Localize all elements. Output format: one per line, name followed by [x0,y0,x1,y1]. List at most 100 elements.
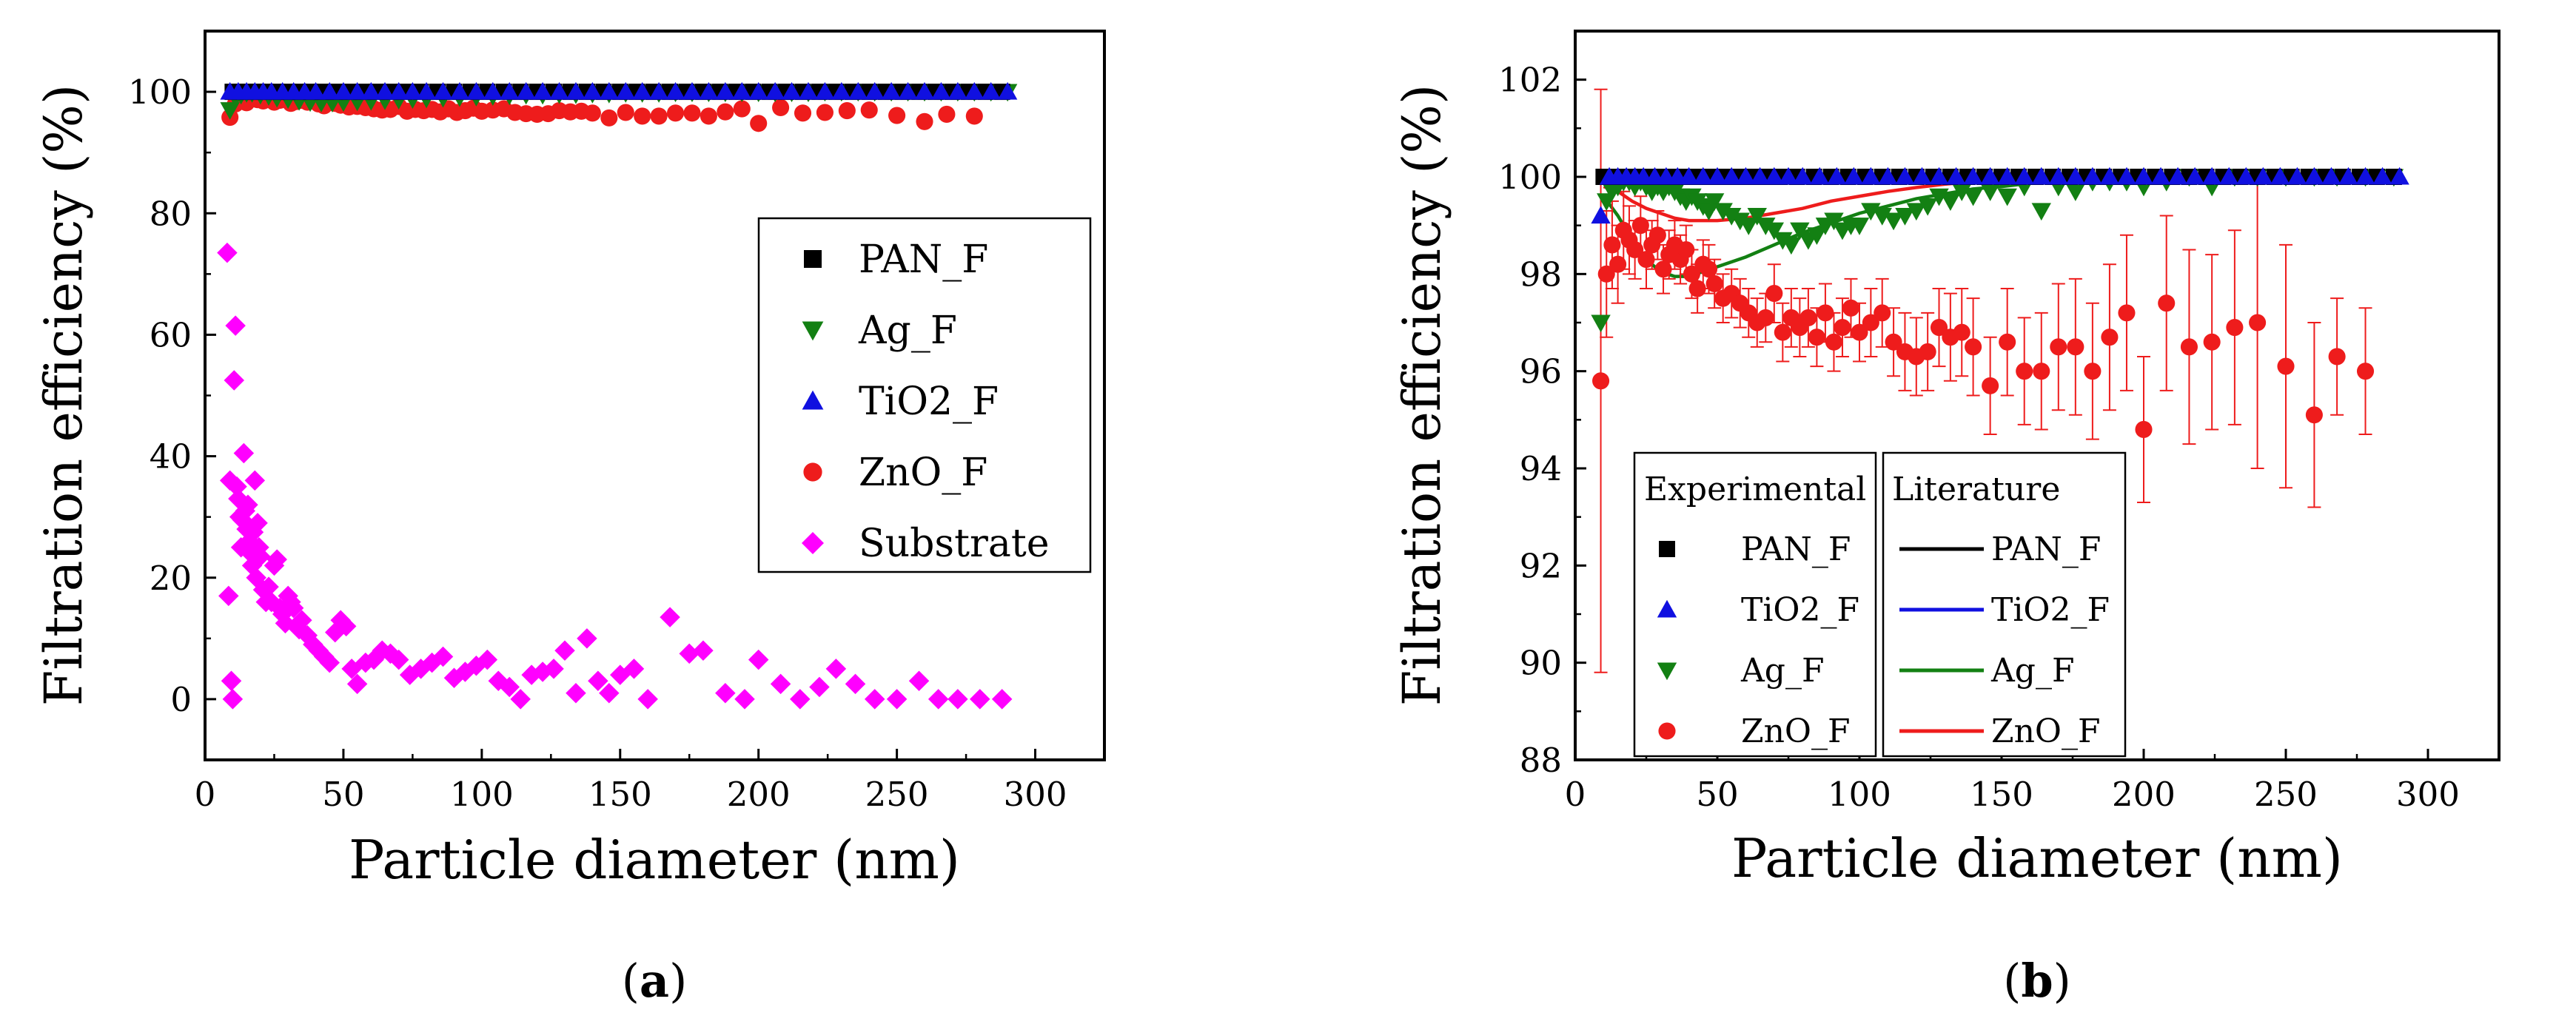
data-point-substrate [970,689,990,710]
legend-b-label-ag-f: Ag_F [1740,652,1824,690]
data-point-substrate [554,640,575,661]
y-tick-label-b: 88 [1520,741,1562,780]
data-point-tio2-f [947,81,968,100]
data-point-ag-f [1872,207,1892,226]
data-point-tio2-f [416,81,437,100]
y-axis-label-b: Filtration efficiency (%) [1392,84,1452,706]
data-point-tio2-f [665,81,685,100]
data-point-zno-f [2226,319,2244,337]
data-point-zno-f [1799,309,1817,326]
data-point-zno-f [2135,420,2153,439]
data-point-substrate [224,370,245,391]
data-point-tio2-f [765,81,785,100]
data-point-tio2-f [2389,166,2409,185]
data-point-zno-f [1999,333,2016,351]
data-point-zno-f [2356,363,2375,380]
data-point-tio2-f [865,81,885,100]
data-point-tio2-f [648,81,669,100]
data-point-zno-f [1885,333,1902,351]
data-point-substrate [225,315,246,336]
data-point-tio2-f [831,81,852,100]
data-point-zno-f [772,98,790,116]
data-point-substrate [222,689,244,710]
x-tick-label-a: 300 [1004,775,1067,814]
series-tio2-f-b [1591,166,2409,224]
data-point-tio2-f [848,81,868,100]
data-point-tio2-f [632,81,652,100]
panel-label-b: (b) [2003,954,2071,1008]
panel-a: 0 50 100 150 200 250 300 0 20 40 60 80 100 Filtratio… [33,30,1106,1008]
data-point-zno-f [1825,333,1842,351]
data-point-substrate [991,689,1013,710]
x-axis-label-a: Particle diameter (nm) [349,829,960,891]
panel-label-a: (a) [622,954,688,1008]
data-point-substrate [432,646,454,667]
data-point-zno-f [2158,294,2176,312]
data-point-zno-f [617,104,634,121]
data-point-zno-f [2328,348,2346,366]
y-tick-label-a: 20 [150,559,192,598]
y-tick-label-b: 100 [1498,158,1562,197]
data-point-zno-f [750,115,768,132]
data-point-tio2-f [1707,166,1728,185]
data-point-zno-f [1919,343,1936,360]
data-point-tio2-f [1750,166,1770,185]
data-point-tio2-f [1722,166,1742,185]
y-tick-label-b: 102 [1498,61,1562,100]
y-tick-label-a: 80 [150,194,192,233]
legend-b-label-zno-f: ZnO_F [1741,713,1851,750]
panel-b: 0 50 100 150 200 250 300 88 90 92 94 96 98 100 102 Fil… [1392,30,2500,1008]
legend-b: Experimental Literature PAN_F TiO2_F Ag_F ZnO… [1633,451,2127,758]
legend-b-marker-pan-f [1659,541,1675,557]
data-point-zno-f [1705,275,1723,293]
series-zno-f-b [1592,88,2375,673]
data-point-tio2-f [2304,166,2324,185]
data-point-substrate [238,494,258,515]
data-point-tio2-f [375,81,395,100]
data-point-tio2-f [306,81,326,100]
data-point-zno-f [1817,304,1834,322]
data-point-tio2-f [748,81,768,100]
data-point-substrate [244,470,266,491]
data-point-tio2-f [914,81,935,100]
data-point-tio2-f [2201,166,2222,185]
x-tick-label-a: 100 [450,775,514,814]
data-point-tio2-f [449,81,470,100]
data-point-zno-f [2203,333,2221,351]
y-tick-label-b: 90 [1520,644,1562,683]
data-point-substrate [588,670,608,692]
legend-a-marker-substrate [802,532,824,554]
data-point-tio2-f [1693,166,1713,185]
data-point-ag-f [1824,212,1844,231]
data-point-zno-f [2084,363,2102,380]
y-tick-label-b: 94 [1520,449,1562,488]
legend-b-line-label-tio2-f: TiO2_F [1991,591,2110,629]
data-point-substrate [599,682,620,704]
data-point-tio2-f [2338,166,2358,185]
data-point-zno-f [816,104,833,121]
data-point-substrate [266,549,287,570]
data-point-tio2-f [1736,166,1756,185]
data-point-ag-f [1807,227,1827,245]
x-tick-label-b: 0 [1565,775,1586,814]
data-point-tio2-f [1827,166,1847,185]
data-point-substrate [283,598,304,619]
data-point-tio2-f [583,81,603,100]
data-point-zno-f [1851,323,1868,341]
data-point-zno-f [1874,304,1891,322]
data-point-substrate [292,610,312,630]
data-point-tio2-f [1878,166,1898,185]
data-point-ag-f [1713,203,1733,221]
legend-b-literature-box [1882,451,2127,758]
data-point-substrate [247,513,268,533]
data-point-tio2-f [2219,166,2239,185]
data-point-zno-f [888,107,906,124]
data-point-zno-f [860,101,878,119]
data-point-substrate [233,442,255,464]
data-point-ag-f [1883,212,1904,231]
data-point-substrate [748,649,769,670]
data-point-substrate [693,640,714,661]
data-point-tio2-f [2065,166,2086,185]
data-point-substrate [908,670,930,692]
data-point-zno-f [634,107,651,125]
